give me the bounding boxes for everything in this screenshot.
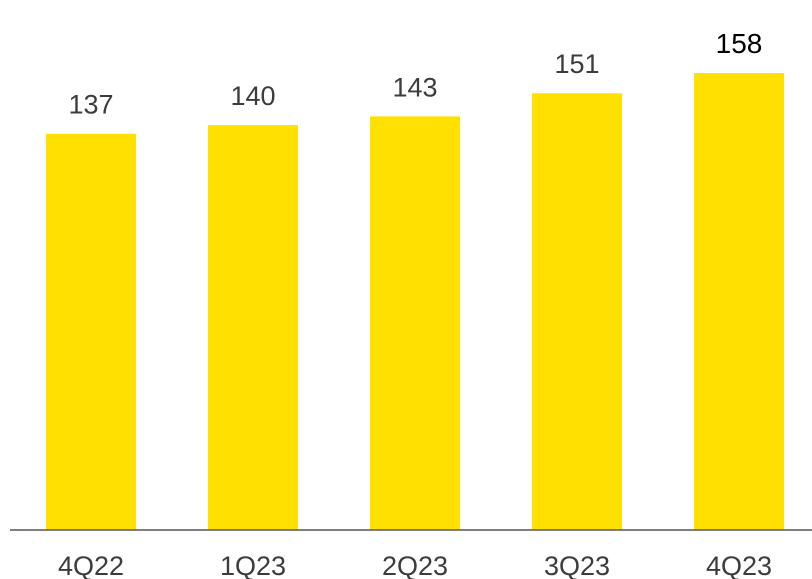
x-tick-label-2Q23: 2Q23 — [382, 551, 448, 579]
bar-2Q23 — [370, 116, 460, 530]
value-label-2Q23: 143 — [392, 72, 437, 102]
x-tick-label-4Q23: 4Q23 — [706, 551, 772, 579]
x-tick-label-4Q22: 4Q22 — [58, 551, 124, 579]
bar-3Q23 — [532, 93, 622, 531]
x-tick-label-1Q23: 1Q23 — [220, 551, 286, 579]
value-labels-group: 137 140 143 151 158 — [68, 28, 762, 120]
bar-4Q22 — [46, 133, 136, 530]
value-label-4Q22: 137 — [68, 90, 113, 120]
bar-1Q23 — [208, 125, 298, 530]
value-label-1Q23: 140 — [230, 81, 275, 111]
bars-group — [46, 73, 784, 531]
x-tick-label-3Q23: 3Q23 — [544, 551, 610, 579]
value-label-4Q23: 158 — [716, 28, 763, 59]
value-label-3Q23: 151 — [554, 49, 599, 79]
bar-4Q23 — [694, 73, 784, 530]
x-tick-labels-group: 4Q22 1Q23 2Q23 3Q23 4Q23 — [58, 551, 772, 579]
